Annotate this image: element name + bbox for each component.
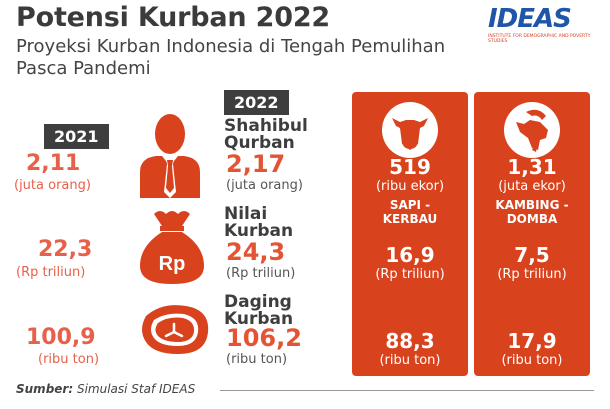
daging-label: Daging Kurban — [224, 292, 294, 329]
kambing-daging-value: 17,9 — [507, 329, 557, 353]
year-2021-badge: 2021 — [44, 124, 109, 149]
person-icon — [140, 114, 200, 198]
sapi-nilai-unit: (Rp triliun) — [375, 267, 445, 282]
daging-2021-value: 100,9 — [26, 325, 96, 350]
goat-icon — [504, 102, 560, 158]
nilai-2022-value: 24,3 — [226, 238, 286, 266]
source-prefix: Sumber: — [16, 382, 74, 396]
daging-2021-unit: (ribu ton) — [38, 352, 100, 367]
shahibul-2022-value: 2,17 — [226, 150, 286, 178]
nilai-2021-value: 22,3 — [38, 237, 93, 262]
cow-icon — [382, 102, 438, 158]
kambing-count-unit: (juta ekor) — [498, 179, 566, 194]
rp-icon-text: Rp — [159, 253, 186, 275]
money-bag-icon: Rp — [140, 211, 204, 284]
page-subtitle: Proyeksi Kurban Indonesia di Tengah Pemu… — [16, 36, 446, 79]
ideas-logo: IDEAS Institute for Demographic and Pove… — [488, 6, 600, 50]
sapi-daging-value: 88,3 — [385, 329, 435, 353]
sapi-nilai-value: 16,9 — [385, 243, 435, 267]
source-note: Sumber: Simulasi Staf IDEAS — [16, 382, 195, 396]
sapi-daging-unit: (ribu ton) — [379, 353, 441, 368]
nilai-2021-unit: (Rp triliun) — [16, 265, 86, 280]
daging-2022-value: 106,2 — [226, 324, 302, 352]
shahibul-2021-value: 2,11 — [26, 151, 81, 176]
sapi-kerbau-column: 519 (ribu ekor) SAPI - KERBAU 16,9 (Rp t… — [352, 92, 468, 376]
sapi-count-unit: (ribu ekor) — [375, 179, 445, 194]
shahibul-label: Shahibul Qurban — [224, 116, 308, 153]
logo-tagline: Institute for Demographic and Poverty St… — [488, 34, 591, 44]
sapi-count-value: 519 — [389, 155, 431, 179]
kambing-nilai-unit: (Rp triliun) — [497, 267, 567, 282]
logo-text: IDEAS — [488, 4, 572, 34]
year-2022-badge: 2022 — [224, 90, 289, 115]
kambing-name: KAMBING - DOMBA — [495, 198, 569, 226]
meat-icon — [142, 305, 209, 354]
kambing-daging-unit: (ribu ton) — [501, 353, 563, 368]
kambing-count-value: 1,31 — [507, 155, 557, 179]
shahibul-2021-unit: (juta orang) — [14, 178, 91, 193]
nilai-label: Nilai Kurban — [224, 204, 294, 241]
kambing-domba-column: 1,31 (juta ekor) KAMBING - DOMBA 7,5 (Rp… — [474, 92, 590, 376]
source-text: Simulasi Staf IDEAS — [76, 382, 196, 396]
shahibul-2022-unit: (juta orang) — [226, 178, 303, 193]
page-title: Potensi Kurban 2022 — [16, 2, 331, 33]
daging-2022-unit: (ribu ton) — [226, 352, 288, 367]
nilai-2022-unit: (Rp triliun) — [226, 266, 296, 281]
sapi-name: SAPI - KERBAU — [382, 198, 438, 226]
kambing-nilai-value: 7,5 — [514, 243, 550, 267]
source-divider — [220, 390, 594, 391]
